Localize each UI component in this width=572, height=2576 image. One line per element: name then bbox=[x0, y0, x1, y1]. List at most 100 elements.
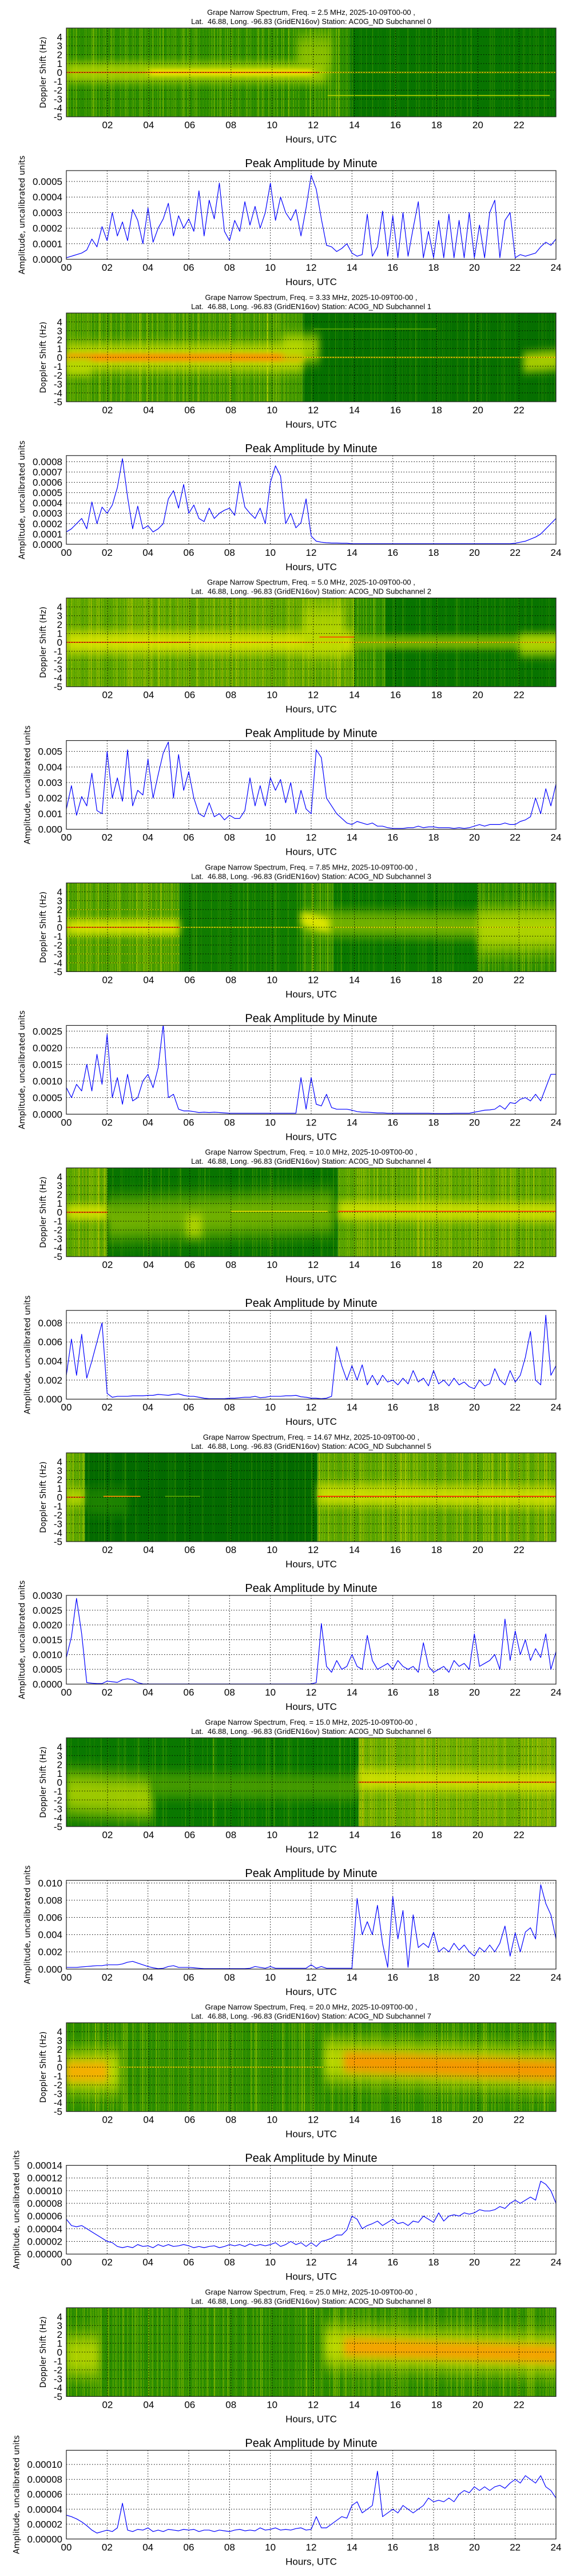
amplitude-ytick-label: 0.00008 bbox=[27, 2474, 62, 2485]
spectrogram-signal-band bbox=[519, 634, 556, 656]
spectrogram-ytick-label: -5 bbox=[54, 682, 62, 693]
amplitude-xtick-label: 00 bbox=[61, 1687, 72, 1698]
amplitude-xtick-label: 02 bbox=[102, 2542, 113, 2553]
spectrogram-xtick-label: 16 bbox=[390, 1830, 401, 1840]
spectrogram-ytick-label: -3 bbox=[54, 379, 62, 390]
amplitude-ytick-label: 0.0005 bbox=[33, 1092, 62, 1103]
spectrogram-ytick-label: 2 bbox=[57, 1475, 62, 1485]
amplitude-series-line bbox=[66, 1884, 556, 1969]
amplitude-xtick-label: 08 bbox=[224, 1117, 235, 1128]
amplitude-xtick-label: 16 bbox=[387, 2257, 398, 2268]
spectrogram-title-line: Grape Narrow Spectrum, Freq. = 15.0 MHz,… bbox=[205, 1718, 417, 1726]
amplitude-ytick-label: 0.00002 bbox=[27, 2519, 62, 2530]
spectrogram-title-line: Grape Narrow Spectrum, Freq. = 25.0 MHz,… bbox=[205, 2287, 417, 2296]
spectrogram-xtick-label: 10 bbox=[267, 1544, 277, 1555]
channel-panel: Grape Narrow Spectrum, Freq. = 14.67 MHz… bbox=[18, 1433, 561, 1712]
amplitude-ylabel: Amplitude, uncalibrated units bbox=[18, 1010, 27, 1129]
amplitude-xtick-label: 14 bbox=[347, 832, 357, 843]
spectrogram-xtick-label: 20 bbox=[472, 1544, 483, 1555]
amplitude-xtick-label: 12 bbox=[306, 262, 317, 273]
spectrogram-ytick-label: -3 bbox=[54, 1234, 62, 1244]
spectrogram-xtick-label: 22 bbox=[514, 1830, 525, 1840]
spectrogram-xtick-label: 04 bbox=[143, 2399, 154, 2410]
spectrogram-xtick-label: 12 bbox=[308, 405, 319, 416]
spectrogram-xtick-label: 20 bbox=[472, 690, 483, 701]
amplitude-xtick-label: 06 bbox=[184, 547, 194, 558]
amplitude-ytick-label: 0.006 bbox=[38, 1337, 62, 1348]
spectrogram-xtick-label: 14 bbox=[349, 1544, 360, 1555]
spectrogram-ytick-label: 4 bbox=[57, 2026, 62, 2037]
amplitude-xtick-label: 22 bbox=[510, 1117, 521, 1128]
amplitude-ytick-label: 0.0001 bbox=[33, 239, 62, 250]
amplitude-ytick-label: 0.00006 bbox=[27, 2489, 62, 2500]
spectrogram-xtick-label: 12 bbox=[308, 1259, 319, 1270]
spectrogram-xtick-label: 04 bbox=[143, 690, 154, 701]
spectrogram-ytick-label: 2 bbox=[57, 50, 62, 61]
spectrogram-ytick-label: -1 bbox=[54, 2356, 62, 2366]
spectrogram-ytick-label: 4 bbox=[57, 1457, 62, 1468]
spectrogram-ytick-label: -2 bbox=[54, 2080, 62, 2091]
spectrogram-xtick-label: 14 bbox=[349, 405, 360, 416]
amplitude-title: Peak Amplitude by Minute bbox=[245, 1582, 377, 1595]
amplitude-ytick-label: 0.010 bbox=[38, 1878, 62, 1888]
amplitude-xtick-label: 06 bbox=[184, 1402, 194, 1413]
amplitude-xtick-label: 08 bbox=[224, 1972, 235, 1983]
amplitude-xtick-label: 04 bbox=[142, 1972, 153, 1983]
amplitude-series-line bbox=[66, 741, 556, 829]
spectrogram-ytick-label: 3 bbox=[57, 2036, 62, 2046]
amplitude-xtick-label: 20 bbox=[469, 1972, 480, 1983]
spectrogram-title-line: Grape Narrow Spectrum, Freq. = 7.85 MHz,… bbox=[205, 863, 417, 871]
spectrogram-xlabel: Hours, UTC bbox=[285, 419, 337, 430]
amplitude-xtick-label: 06 bbox=[184, 262, 194, 273]
amplitude-ylabel: Amplitude, uncalibrated units bbox=[23, 725, 33, 844]
amplitude-xtick-label: 16 bbox=[387, 547, 398, 558]
amplitude-ytick-label: 0.001 bbox=[38, 808, 62, 819]
spectrogram-title-line: Lat. 46.88, Long. -96.83 (GridEN16ov) St… bbox=[191, 302, 431, 311]
amplitude-xtick-label: 24 bbox=[551, 2257, 562, 2268]
amplitude-xtick-label: 02 bbox=[102, 2257, 113, 2268]
amplitude-ytick-label: 0.0007 bbox=[33, 467, 62, 478]
spectrogram-title-line: Grape Narrow Spectrum, Freq. = 20.0 MHz,… bbox=[205, 2003, 417, 2012]
spectrogram-ytick-label: 4 bbox=[57, 602, 62, 613]
spectrogram-xtick-label: 06 bbox=[184, 690, 195, 701]
spectrogram-xtick-label: 10 bbox=[267, 1259, 277, 1270]
amplitude-xtick-label: 06 bbox=[184, 2257, 194, 2268]
amplitude-xtick-label: 06 bbox=[184, 2542, 194, 2553]
spectrogram-ytick-label: 2 bbox=[57, 1759, 62, 1770]
spectrogram-xtick-label: 08 bbox=[225, 690, 236, 701]
spectrogram-ytick-label: 4 bbox=[57, 887, 62, 898]
amplitude-title: Peak Amplitude by Minute bbox=[245, 442, 377, 455]
spectrogram-xtick-label: 16 bbox=[390, 120, 401, 131]
spectrogram-xtick-label: 06 bbox=[184, 974, 195, 985]
amplitude-xtick-label: 14 bbox=[347, 1972, 357, 1983]
spectrogram-ytick-label: 1 bbox=[57, 343, 62, 354]
amplitude-xtick-label: 16 bbox=[387, 832, 398, 843]
amplitude-ytick-label: 0.008 bbox=[38, 1895, 62, 1906]
amplitude-xlabel: Hours, UTC bbox=[285, 276, 337, 287]
spectrogram-xlabel: Hours, UTC bbox=[285, 1844, 337, 1855]
spectrogram-ytick-label: -4 bbox=[54, 2383, 62, 2393]
spectrogram-xtick-label: 08 bbox=[225, 1830, 236, 1840]
amplitude-xtick-label: 12 bbox=[306, 547, 317, 558]
spectrogram-xtick-label: 14 bbox=[349, 1830, 360, 1840]
spectrogram-xtick-label: 18 bbox=[431, 690, 442, 701]
spectrogram-ytick-label: 4 bbox=[57, 1741, 62, 1752]
spectrogram-xtick-label: 22 bbox=[514, 1544, 525, 1555]
amplitude-xtick-label: 24 bbox=[551, 1972, 562, 1983]
amplitude-ytick-label: 0.00008 bbox=[27, 2198, 62, 2209]
amplitude-xtick-label: 24 bbox=[551, 2542, 562, 2553]
amplitude-xtick-label: 24 bbox=[551, 1117, 562, 1128]
spectrogram-ylabel: Doppler Shift (Hz) bbox=[39, 607, 48, 678]
spectrogram-ytick-label: 0 bbox=[57, 637, 62, 648]
amplitude-xtick-label: 06 bbox=[184, 832, 194, 843]
spectrogram-ytick-label: -4 bbox=[54, 103, 62, 114]
amplitude-xtick-label: 14 bbox=[347, 2542, 357, 2553]
amplitude-ytick-label: 0.00010 bbox=[27, 2186, 62, 2196]
channel-panel: Grape Narrow Spectrum, Freq. = 3.33 MHz,… bbox=[18, 293, 561, 572]
spectrogram-xtick-label: 20 bbox=[472, 1259, 483, 1270]
spectrogram-ytick-label: -1 bbox=[54, 361, 62, 372]
amplitude-xtick-label: 14 bbox=[347, 262, 357, 273]
amplitude-ytick-label: 0.00002 bbox=[27, 2236, 62, 2247]
spectrogram-ytick-label: 1 bbox=[57, 2053, 62, 2064]
amplitude-xtick-label: 18 bbox=[428, 832, 439, 843]
